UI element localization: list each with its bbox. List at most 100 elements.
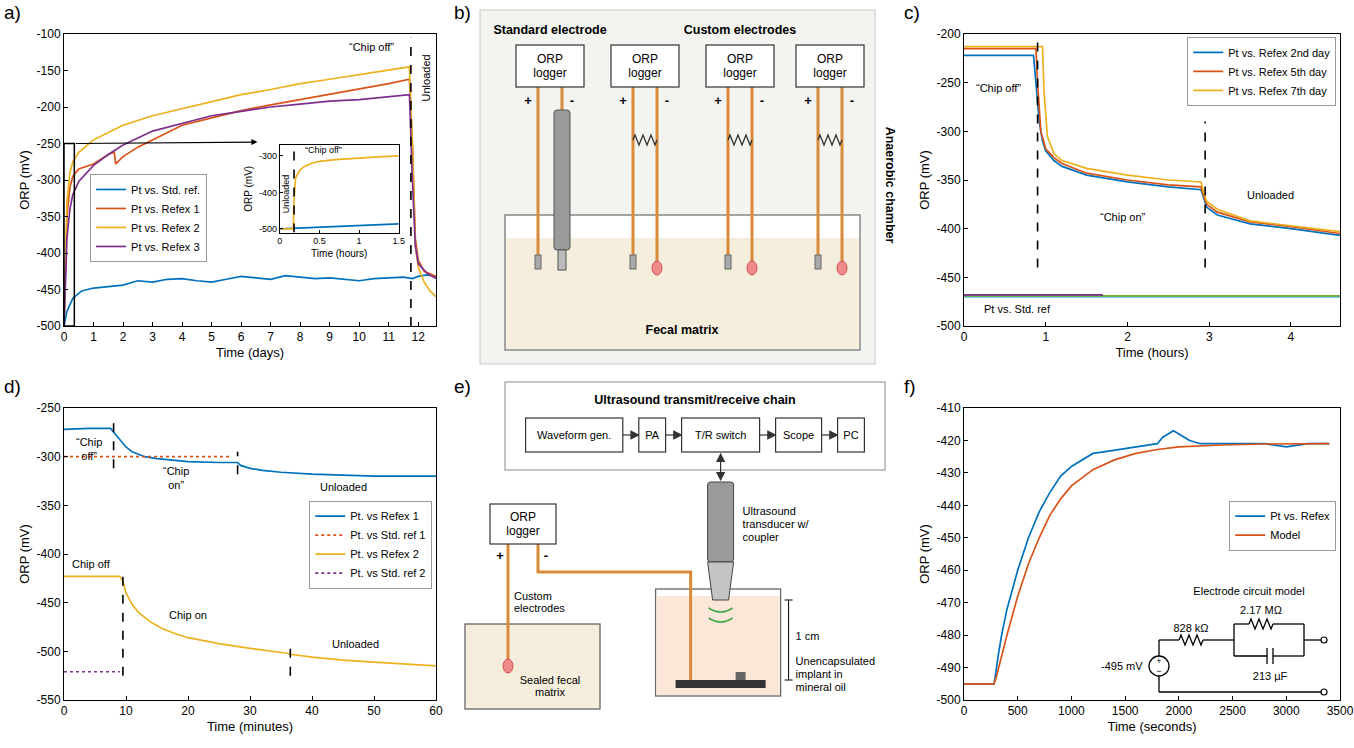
svg-text:20: 20: [181, 704, 195, 718]
svg-text:2: 2: [120, 330, 127, 344]
svg-text:Ultrasound transmit/receive ch: Ultrasound transmit/receive chain: [594, 393, 795, 407]
svg-text:-400: -400: [259, 188, 277, 198]
svg-text:“Chip off”: “Chip off”: [305, 145, 342, 155]
svg-text:PC: PC: [843, 429, 858, 441]
svg-text:Customelectrodes: Customelectrodes: [514, 590, 565, 615]
svg-text:-200: -200: [937, 27, 961, 41]
svg-text:Pt vs. Refex 3: Pt vs. Refex 3: [131, 241, 199, 253]
svg-text:Pt. vs Refex 2: Pt. vs Refex 2: [350, 548, 418, 560]
svg-text:+: +: [496, 548, 504, 563]
svg-text:0: 0: [61, 704, 68, 718]
svg-text:6: 6: [238, 330, 245, 344]
svg-text:Standard electrode: Standard electrode: [493, 23, 606, 37]
svg-text:Pt vs. Refex 7th day: Pt vs. Refex 7th day: [1228, 85, 1327, 97]
svg-text:Pt vs. Refex 2nd day: Pt vs. Refex 2nd day: [1228, 47, 1330, 59]
svg-text:828 kΩ: 828 kΩ: [1174, 622, 1209, 634]
svg-text:0: 0: [277, 236, 282, 246]
svg-text:Time (hours): Time (hours): [1115, 345, 1188, 360]
svg-text:-450: -450: [37, 596, 61, 610]
svg-text:+: +: [714, 93, 722, 108]
svg-text:-400: -400: [37, 246, 61, 260]
svg-text:Unloaded: Unloaded: [1247, 189, 1294, 201]
svg-text:1500: 1500: [1112, 704, 1139, 718]
svg-text:+: +: [619, 93, 627, 108]
svg-text:Anaerobic chamber: Anaerobic chamber: [883, 127, 897, 244]
svg-text:-480: -480: [937, 628, 961, 642]
svg-text:1.5: 1.5: [393, 236, 406, 246]
svg-text:-300: -300: [259, 151, 277, 161]
svg-text:-100: -100: [37, 27, 61, 41]
svg-text:Unencapsulatedimplant inminera: Unencapsulatedimplant inmineral oil: [796, 655, 876, 692]
svg-text:3: 3: [149, 330, 156, 344]
svg-text:Time (hours): Time (hours): [311, 248, 367, 259]
svg-text:Pt vs. Refex 1: Pt vs. Refex 1: [131, 203, 199, 215]
svg-text:-400: -400: [37, 547, 61, 561]
svg-text:Electrode circuit model: Electrode circuit model: [1194, 585, 1305, 597]
svg-text:-500: -500: [37, 645, 61, 659]
svg-text:0: 0: [961, 330, 968, 344]
svg-text:10: 10: [119, 704, 133, 718]
svg-text:-: -: [570, 93, 574, 108]
svg-text:-250: -250: [937, 76, 961, 90]
svg-text:-430: -430: [937, 466, 961, 480]
svg-text:1: 1: [1042, 330, 1049, 344]
svg-text:2000: 2000: [1166, 704, 1193, 718]
svg-text:-550: -550: [37, 693, 61, 707]
svg-text:ORP (mV): ORP (mV): [917, 524, 932, 584]
svg-text:Custom electrodes: Custom electrodes: [684, 23, 797, 37]
svg-text:1: 1: [357, 236, 362, 246]
svg-text:+: +: [1157, 656, 1162, 666]
svg-text:1 cm: 1 cm: [796, 630, 820, 642]
svg-text:“Chip on”: “Chip on”: [1100, 211, 1146, 223]
svg-text:-400: -400: [937, 222, 961, 236]
svg-text:4: 4: [1288, 330, 1295, 344]
svg-text:0.5: 0.5: [313, 236, 326, 246]
svg-text:-450: -450: [37, 283, 61, 297]
svg-text:ORP (mV): ORP (mV): [243, 166, 254, 212]
svg-text:ORPlogger: ORPlogger: [723, 52, 756, 80]
svg-text:Time (days): Time (days): [216, 345, 284, 360]
svg-text:Chip off: Chip off: [72, 558, 111, 570]
svg-text:10: 10: [353, 330, 367, 344]
svg-text:Pt vs. Std. ref: Pt vs. Std. ref: [984, 303, 1051, 315]
svg-text:Unloaded: Unloaded: [320, 481, 367, 493]
svg-text:3: 3: [1206, 330, 1213, 344]
svg-text:2: 2: [1124, 330, 1131, 344]
svg-text:Pt vs. Std. ref.: Pt vs. Std. ref.: [131, 184, 200, 196]
svg-text:2.17 MΩ: 2.17 MΩ: [1240, 604, 1282, 616]
svg-text:-500: -500: [937, 693, 961, 707]
svg-text:Unloaded: Unloaded: [332, 638, 379, 650]
svg-text:Pt. vs Std. ref 2: Pt. vs Std. ref 2: [350, 567, 425, 579]
svg-text:-250: -250: [37, 137, 61, 151]
svg-text:-420: -420: [937, 434, 961, 448]
svg-text:ORPlogger: ORPlogger: [813, 52, 846, 80]
svg-text:1000: 1000: [1058, 704, 1085, 718]
svg-text:-: -: [544, 548, 548, 563]
svg-text:ORP (mV): ORP (mV): [917, 150, 932, 210]
svg-text:-350: -350: [37, 499, 61, 513]
svg-text:Time (minutes): Time (minutes): [207, 719, 293, 734]
svg-text:Unloaded: Unloaded: [281, 175, 291, 214]
svg-text:0: 0: [961, 704, 968, 718]
svg-text:+: +: [804, 93, 812, 108]
svg-text:ORPlogger: ORPlogger: [506, 510, 539, 538]
svg-text:“Chip off”: “Chip off”: [349, 41, 394, 53]
svg-text:“Chip off”: “Chip off”: [976, 82, 1021, 94]
svg-text:Unloaded: Unloaded: [420, 54, 432, 101]
svg-text:-500: -500: [937, 319, 961, 333]
svg-text:Sealed fecalmatrix: Sealed fecalmatrix: [520, 674, 581, 699]
svg-text:Scope: Scope: [783, 429, 814, 441]
svg-text:Fecal matrix: Fecal matrix: [646, 323, 719, 337]
svg-text:-470: -470: [937, 596, 961, 610]
svg-text:Pt vs. Refex 5th day: Pt vs. Refex 5th day: [1228, 66, 1327, 78]
svg-text:Time (seconds): Time (seconds): [1107, 719, 1196, 734]
svg-text:50: 50: [367, 704, 381, 718]
svg-text:-: -: [760, 93, 764, 108]
svg-text:−: −: [1157, 666, 1162, 676]
svg-text:Model: Model: [1270, 529, 1300, 541]
svg-text:40: 40: [305, 704, 319, 718]
svg-text:Pt vs. Refex 2: Pt vs. Refex 2: [131, 222, 199, 234]
svg-text:0: 0: [61, 330, 68, 344]
svg-text:-: -: [665, 93, 669, 108]
svg-text:-410: -410: [937, 401, 961, 415]
